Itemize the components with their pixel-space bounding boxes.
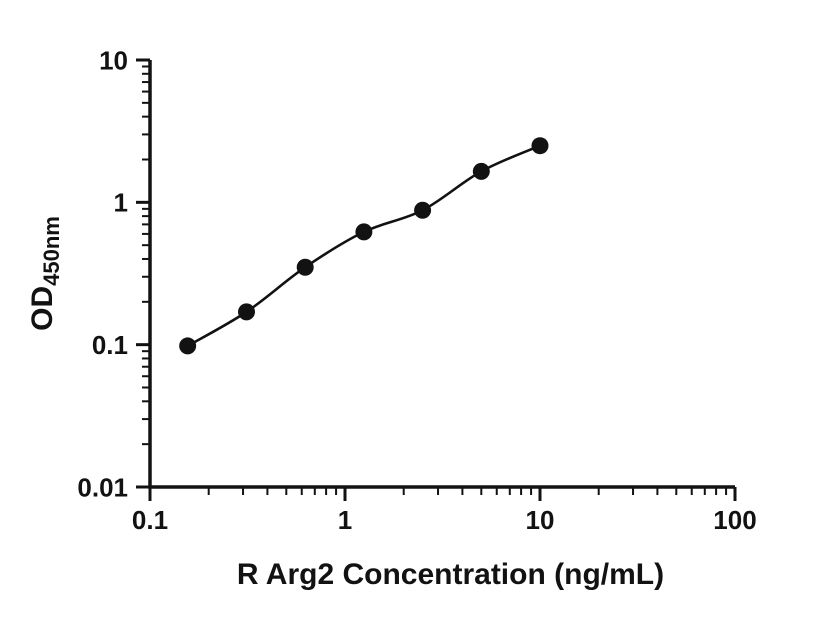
data-point — [531, 137, 549, 155]
y-tick-label: 10 — [99, 45, 128, 75]
axis-spines — [148, 60, 735, 489]
data-point — [179, 337, 197, 355]
data-point — [414, 201, 432, 219]
y-tick-label: 0.1 — [92, 330, 128, 360]
x-tick-label: 1 — [338, 505, 352, 535]
x-tick-label: 0.1 — [132, 505, 168, 535]
x-tick-label: 100 — [713, 505, 756, 535]
data-point — [238, 303, 255, 321]
x-axis-title: R Arg2 Concentration (ng/mL) — [237, 558, 664, 591]
y-axis-title-main: OD — [26, 286, 59, 331]
x-tick-label: 10 — [526, 505, 555, 535]
data-point — [472, 162, 490, 180]
y-axis-title-subscript: 450nm — [39, 216, 64, 286]
y-axis-title: OD450nm — [26, 216, 64, 331]
y-tick-label: 1 — [114, 188, 128, 218]
data-point — [296, 258, 314, 276]
data-point — [355, 223, 373, 241]
y-tick-label: 0.01 — [77, 472, 128, 502]
